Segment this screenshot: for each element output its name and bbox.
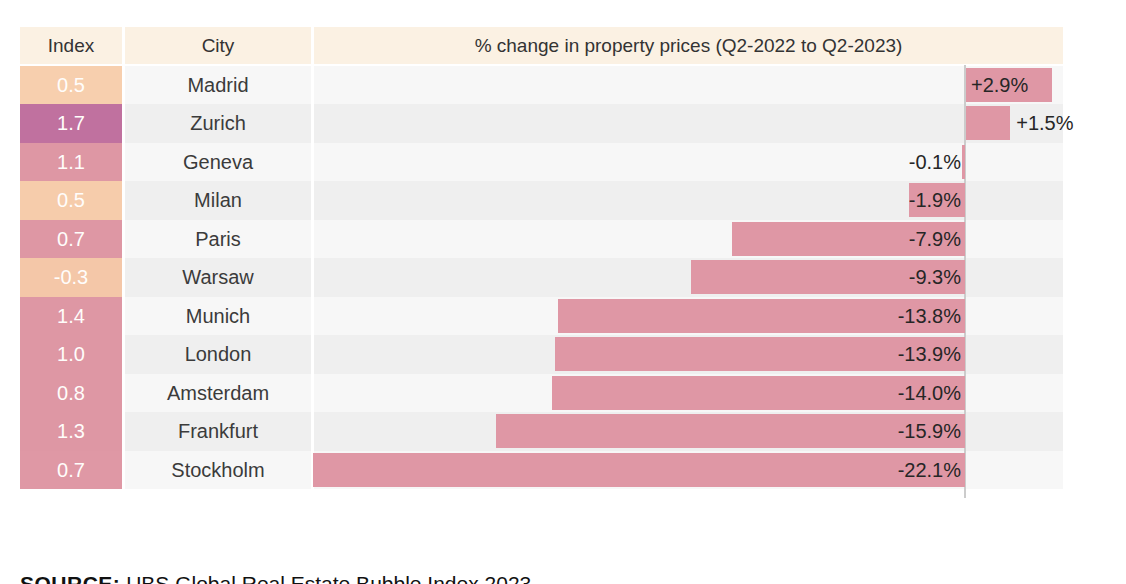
city-cell: Madrid: [125, 66, 311, 105]
bar-label: -14.0%: [898, 374, 961, 413]
index-cell: 0.8: [20, 374, 122, 413]
bar-label: +2.9%: [971, 66, 1028, 105]
bar-label: -0.1%: [909, 143, 961, 182]
bar-cell: -13.9%: [314, 335, 1063, 374]
bar: [496, 414, 965, 448]
table-row: -0.3Warsaw -9.3%: [20, 258, 1063, 297]
table-row: 1.1Geneva -0.1%: [20, 143, 1063, 182]
bar-cell: -15.9%: [314, 412, 1063, 451]
bar-cell: -1.9%: [314, 181, 1063, 220]
table-row: 1.7Zurich+1.5%: [20, 104, 1063, 143]
index-cell: 0.5: [20, 66, 122, 105]
table-row: 0.7Stockholm -22.1%: [20, 451, 1063, 490]
table-row: 1.0London -13.9%: [20, 335, 1063, 374]
city-cell: Paris: [125, 220, 311, 259]
bar-label: -7.9%: [909, 220, 961, 259]
header-row: Index City % change in property prices (…: [20, 27, 1063, 64]
bar-label: -9.3%: [909, 258, 961, 297]
index-cell: 0.7: [20, 451, 122, 490]
bar-label: -13.9%: [898, 335, 961, 374]
city-cell: Milan: [125, 181, 311, 220]
index-cell: 0.7: [20, 220, 122, 259]
header-city: City: [125, 27, 311, 64]
header-change: % change in property prices (Q2-2022 to …: [314, 27, 1063, 64]
table-row: 1.3Frankfurt -15.9%: [20, 412, 1063, 451]
bar-cell: -14.0%: [314, 374, 1063, 413]
bar-cell: -22.1%: [314, 451, 1063, 490]
bar-cell: -9.3%: [314, 258, 1063, 297]
header-index: Index: [20, 27, 122, 64]
bar-cell: +2.9%: [314, 66, 1063, 105]
index-cell: -0.3: [20, 258, 122, 297]
table-row: 0.8Amsterdam -14.0%: [20, 374, 1063, 413]
table-row: 0.7Paris -7.9%: [20, 220, 1063, 259]
bar-label: +1.5%: [1016, 104, 1073, 143]
property-price-chart: Index City % change in property prices (…: [20, 27, 1063, 489]
table-body: 0.5Madrid+2.9%1.7Zurich+1.5%1.1Geneva-0.…: [20, 66, 1063, 490]
city-cell: Stockholm: [125, 451, 311, 490]
source-note: SOURCE: UBS Global Real Estate Bubble In…: [20, 572, 531, 584]
bar-label: -13.8%: [898, 297, 961, 336]
city-cell: Geneva: [125, 143, 311, 182]
table-row: 0.5Madrid +2.9%: [20, 66, 1063, 105]
source-label: SOURCE:: [20, 572, 120, 584]
table-row: 1.4Munich -13.8%: [20, 297, 1063, 336]
city-cell: Munich: [125, 297, 311, 336]
bar-label: -22.1%: [898, 451, 961, 490]
table-row: 0.5Milan -1.9%: [20, 181, 1063, 220]
bar: [966, 106, 1010, 140]
city-cell: Amsterdam: [125, 374, 311, 413]
city-cell: Warsaw: [125, 258, 311, 297]
index-cell: 1.0: [20, 335, 122, 374]
bar-cell: +1.5%: [314, 104, 1063, 143]
index-cell: 0.5: [20, 181, 122, 220]
index-cell: 1.7: [20, 104, 122, 143]
bar-cell: -7.9%: [314, 220, 1063, 259]
index-cell: 1.1: [20, 143, 122, 182]
bar-cell: -0.1%: [314, 143, 1063, 182]
bar-cell: -13.8%: [314, 297, 1063, 336]
index-cell: 1.4: [20, 297, 122, 336]
city-cell: Zurich: [125, 104, 311, 143]
city-cell: London: [125, 335, 311, 374]
bar-label: -15.9%: [898, 412, 961, 451]
city-cell: Frankfurt: [125, 412, 311, 451]
index-cell: 1.3: [20, 412, 122, 451]
bar: [962, 145, 965, 179]
source-text: UBS Global Real Estate Bubble Index 2023: [120, 572, 531, 584]
bar-label: -1.9%: [909, 181, 961, 220]
bar: [313, 453, 965, 487]
